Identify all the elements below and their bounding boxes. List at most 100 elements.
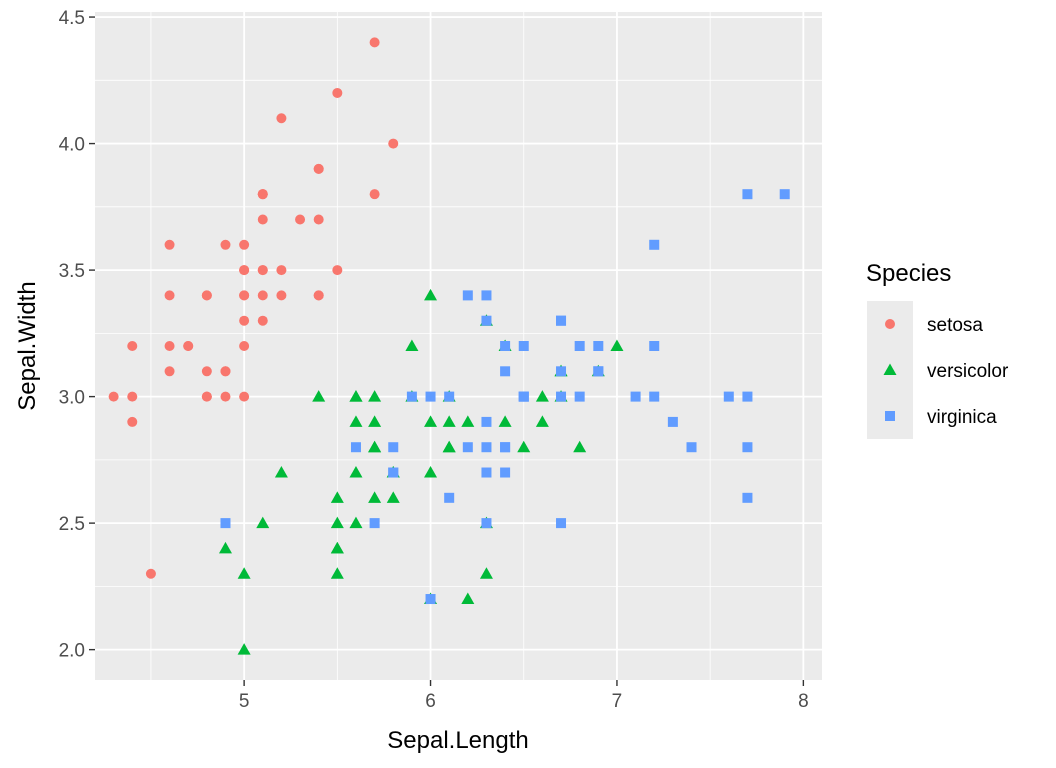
data-point-setosa: [313, 290, 324, 301]
data-point-versicolor: [442, 415, 456, 427]
y-tick-label: 4.0: [59, 135, 85, 156]
data-point-virginica: [481, 290, 492, 301]
data-point-versicolor: [274, 466, 288, 478]
data-point-virginica: [518, 341, 529, 351]
data-point-versicolor: [256, 516, 270, 529]
data-point-setosa: [239, 391, 250, 402]
data-point-virginica: [500, 366, 511, 377]
data-point-versicolor: [535, 390, 549, 402]
data-point-versicolor: [312, 390, 326, 402]
data-point-versicolor: [573, 440, 587, 453]
data-point-virginica: [350, 442, 361, 453]
x-axis-title: Sepal.Length: [387, 727, 528, 754]
data-point-virginica: [481, 315, 492, 326]
data-point-setosa: [239, 341, 250, 351]
legend: Species setosa versicolor virginica: [866, 260, 1009, 439]
data-point-virginica: [667, 416, 678, 427]
plot-panel: [95, 12, 822, 680]
data-point-virginica: [649, 239, 660, 250]
data-point-versicolor: [349, 415, 363, 427]
data-point-setosa: [201, 290, 212, 301]
y-tick-label: 4.5: [59, 8, 85, 29]
data-point-setosa: [108, 391, 119, 402]
data-point-virginica: [500, 467, 511, 478]
y-axis-title: Sepal.Width: [14, 281, 41, 410]
data-point-virginica: [593, 366, 604, 377]
data-point-setosa: [313, 163, 324, 174]
legend-symbol-versicolor: [883, 363, 897, 375]
x-tick-label: 7: [612, 691, 623, 712]
data-point-virginica: [556, 391, 567, 402]
data-point-setosa: [388, 138, 399, 149]
data-point-setosa: [257, 315, 268, 326]
data-point-setosa: [220, 239, 231, 250]
data-point-virginica: [574, 341, 585, 351]
data-point-versicolor: [461, 415, 475, 427]
data-point-versicolor: [368, 415, 382, 427]
data-point-versicolor: [349, 466, 363, 478]
data-point-virginica: [425, 391, 436, 402]
data-point-virginica: [593, 341, 604, 351]
legend-label-virginica: virginica: [927, 407, 997, 428]
x-tick-label: 5: [239, 691, 250, 712]
data-point-versicolor: [330, 491, 344, 503]
data-point-setosa: [145, 568, 156, 579]
data-point-setosa: [257, 214, 268, 225]
data-point-setosa: [332, 87, 343, 98]
data-point-setosa: [313, 214, 324, 225]
data-point-versicolor: [535, 415, 549, 427]
data-point-setosa: [295, 214, 306, 225]
data-point-virginica: [556, 315, 567, 326]
data-point-virginica: [444, 391, 455, 402]
data-point-versicolor: [424, 466, 438, 478]
data-point-virginica: [500, 341, 511, 351]
data-point-setosa: [257, 189, 268, 200]
legend-symbol-virginica: [885, 411, 895, 421]
data-point-virginica: [556, 366, 567, 377]
data-point-versicolor: [349, 390, 363, 402]
series-virginica: [220, 189, 790, 605]
data-point-setosa: [239, 315, 250, 326]
data-point-setosa: [369, 189, 380, 200]
y-tick-label: 3.5: [59, 261, 85, 282]
data-point-virginica: [574, 391, 585, 402]
data-point-virginica: [742, 189, 753, 200]
data-point-versicolor: [386, 491, 400, 503]
grid-lines: [95, 12, 822, 680]
data-point-versicolor: [237, 643, 251, 655]
data-point-virginica: [481, 442, 492, 453]
data-point-virginica: [462, 290, 473, 301]
data-point-setosa: [201, 366, 212, 377]
data-point-setosa: [127, 341, 138, 351]
y-tick-label: 3.0: [59, 388, 85, 409]
data-point-versicolor: [424, 288, 438, 301]
x-tick-label: 6: [425, 691, 436, 712]
x-tick-label: 8: [798, 691, 809, 712]
data-point-setosa: [220, 366, 231, 377]
axes: 5 6 7 8 2.0 2.5 3.0 3.5 4.0 4.5: [59, 8, 809, 712]
legend-label-versicolor: versicolor: [927, 361, 1009, 382]
data-point-setosa: [201, 391, 212, 402]
legend-items: setosa versicolor virginica: [867, 301, 1009, 439]
data-point-setosa: [239, 239, 250, 250]
data-point-setosa: [239, 290, 250, 301]
data-point-virginica: [649, 341, 660, 351]
data-point-virginica: [518, 391, 529, 402]
data-point-versicolor: [498, 415, 512, 427]
y-tick-label: 2.5: [59, 514, 85, 535]
data-point-virginica: [425, 594, 436, 605]
data-point-versicolor: [330, 516, 344, 529]
data-point-versicolor: [349, 516, 363, 529]
data-point-setosa: [164, 239, 175, 250]
data-point-virginica: [462, 442, 473, 453]
data-points: [108, 37, 790, 655]
data-point-setosa: [257, 265, 268, 276]
series-setosa: [108, 37, 399, 579]
y-tick-label: 2.0: [59, 641, 85, 662]
data-point-virginica: [481, 467, 492, 478]
data-point-virginica: [556, 518, 567, 529]
data-point-virginica: [649, 391, 660, 402]
data-point-setosa: [164, 341, 175, 351]
data-point-versicolor: [479, 567, 493, 579]
